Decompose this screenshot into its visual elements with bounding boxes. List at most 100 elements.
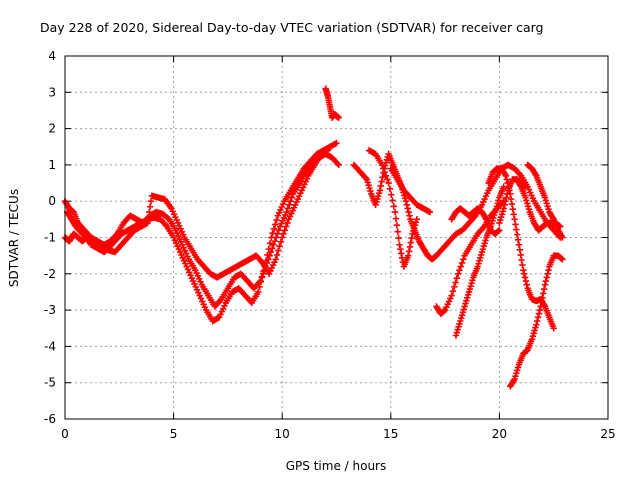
data-point: [257, 277, 264, 285]
x-tick-label: 0: [61, 427, 69, 441]
data-point: [517, 251, 524, 259]
data-point: [509, 205, 517, 213]
data-point: [386, 185, 394, 193]
y-tick-label: -6: [44, 412, 56, 426]
data-point: [147, 198, 155, 205]
data-point: [259, 270, 267, 277]
data-point: [533, 317, 541, 325]
data-point: [283, 208, 290, 216]
x-tick-label: 20: [492, 427, 507, 441]
data-point: [539, 294, 546, 301]
data-point: [519, 261, 526, 269]
series-track-c: [63, 147, 332, 281]
data-point: [449, 288, 457, 295]
chart-title: Day 228 of 2020, Sidereal Day-to-day VTE…: [40, 20, 543, 35]
x-tick-label: 15: [383, 427, 398, 441]
data-point: [279, 234, 286, 241]
data-point: [451, 283, 458, 291]
y-tick-label: -1: [44, 231, 56, 245]
data-point: [378, 161, 386, 169]
data-point: [275, 227, 282, 234]
data-point: [545, 266, 552, 274]
data-point: [276, 243, 283, 250]
data-point: [453, 274, 461, 282]
plot-frame: [64, 55, 609, 420]
y-tick-label: -2: [44, 267, 56, 281]
data-point: [544, 270, 551, 277]
data-point: [392, 215, 400, 222]
data-point: [500, 205, 507, 212]
data-point: [535, 310, 543, 317]
data-point: [380, 165, 387, 172]
data-point: [285, 201, 293, 209]
y-tick-label: -5: [44, 376, 56, 390]
data-point: [266, 240, 274, 247]
data-point: [269, 245, 276, 252]
x-tick-labels: 0 5 10 15 20 25: [61, 427, 615, 441]
data-point: [404, 252, 412, 259]
data-point: [520, 270, 528, 277]
data-point: [280, 230, 287, 238]
data-point: [426, 208, 434, 216]
data-point: [145, 214, 152, 221]
y-tick-label: 3: [48, 85, 56, 99]
data-point: [379, 174, 386, 181]
data-point: [282, 223, 290, 230]
series-track-j: [452, 183, 507, 339]
data-point: [456, 266, 463, 274]
data-point: [448, 292, 455, 299]
data-point: [390, 203, 398, 210]
data-point: [405, 248, 413, 255]
data-point: [398, 250, 405, 257]
data-point: [512, 221, 519, 228]
data-point: [514, 231, 521, 238]
data-point: [146, 208, 153, 216]
data-point: [272, 221, 279, 228]
data-point: [288, 194, 295, 201]
data-point: [144, 219, 151, 227]
data-point: [378, 178, 385, 185]
data-point: [284, 219, 291, 227]
y-tick-labels: -6 -5 -4 -3 -2 -1 0 1 2 3 4: [44, 49, 56, 426]
data-point: [385, 179, 392, 187]
data-point: [382, 172, 390, 179]
data-point: [523, 281, 530, 288]
data-point: [501, 201, 508, 209]
series-track-g: [387, 165, 434, 216]
data-points: [61, 85, 566, 390]
data-point: [534, 314, 542, 321]
data-point: [533, 321, 540, 328]
data-point: [522, 183, 529, 190]
y-tick-label: 0: [48, 194, 56, 208]
data-point: [406, 243, 414, 251]
x-tick-label: 10: [275, 427, 290, 441]
data-point: [397, 245, 404, 253]
y-axis-label: SDTVAR / TECUs: [7, 189, 21, 287]
data-point: [333, 139, 340, 147]
data-point: [389, 197, 396, 204]
y-tick-label: -4: [44, 339, 56, 353]
grid-lines: [65, 56, 608, 419]
data-point: [270, 241, 277, 248]
data-point: [267, 248, 275, 256]
data-point: [335, 114, 342, 121]
data-point: [377, 182, 385, 190]
data-point: [393, 221, 401, 229]
data-point: [538, 298, 545, 306]
data-point: [503, 194, 510, 201]
series-track-n: [524, 161, 566, 241]
data-point: [270, 225, 278, 232]
data-point: [559, 234, 566, 241]
data-point: [255, 288, 262, 296]
data-point: [502, 172, 510, 179]
data-point: [543, 274, 550, 281]
data-point: [281, 227, 289, 234]
data-point: [541, 281, 549, 288]
data-point: [272, 234, 280, 241]
data-point: [404, 205, 411, 212]
data-point: [394, 228, 401, 235]
y-tick-label: 4: [48, 49, 56, 63]
data-point: [287, 198, 294, 205]
x-tick-label: 25: [600, 427, 615, 441]
data-point: [496, 227, 503, 234]
